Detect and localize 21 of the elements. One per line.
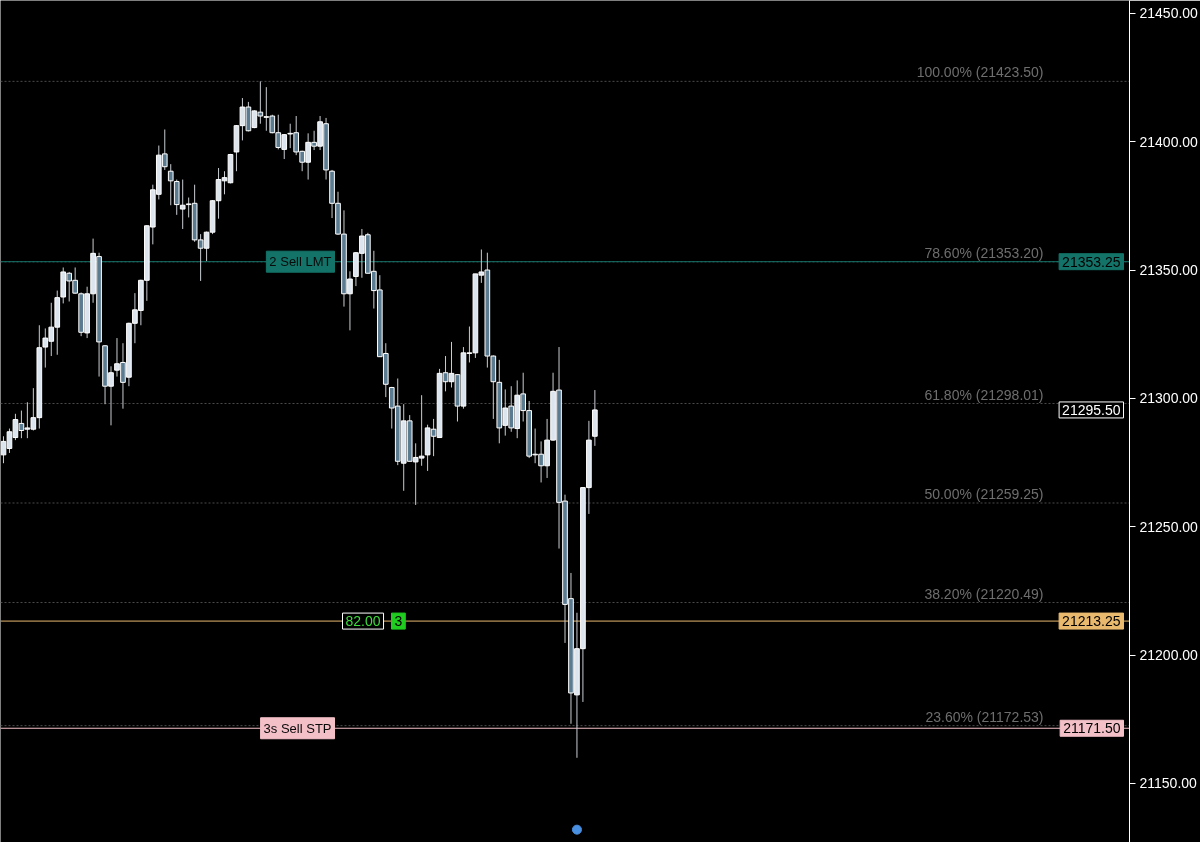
annotation: 21295.50 (1062, 401, 1121, 418)
ref-line-label: 21353.25 (1062, 253, 1121, 270)
y-tick-label: 21450.00 (1139, 5, 1199, 22)
y-tick-label: 21200.00 (1139, 647, 1199, 664)
y-tick-label: 21250.00 (1139, 518, 1199, 535)
ref-line-label: 23.60% (21172.53) (925, 708, 1044, 725)
ref-line-label: 61.80% (21298.01) (924, 386, 1044, 403)
annotation: 2 Sell LMT (269, 254, 332, 270)
y-tick-label: 21300.00 (1139, 390, 1199, 407)
y-tick-label: 21400.00 (1139, 133, 1199, 150)
ref-line-label: 100.00% (21423.50) (916, 64, 1044, 81)
ref-line-label: 21171.50 (1063, 720, 1121, 737)
ref-line-label: 50.00% (21259.25) (924, 486, 1044, 502)
ref-line-label: 78.60% (21353.20) (924, 244, 1044, 261)
annotation: 3 (394, 613, 403, 630)
annotation: 82.00 (345, 613, 381, 630)
ref-line-label: 21213.25 (1062, 613, 1121, 630)
annotation: 3s Sell STP (263, 720, 332, 736)
ref-line-label: 38.20% (21220.49) (924, 585, 1044, 602)
y-tick-label: 21150.00 (1139, 775, 1198, 792)
y-tick-label: 21350.00 (1139, 262, 1199, 279)
